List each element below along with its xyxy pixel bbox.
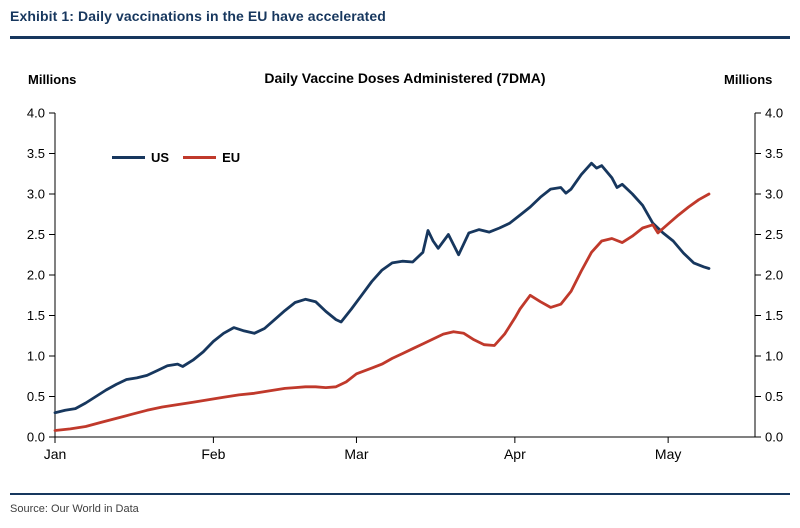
y-tick-label-left: 1.0 <box>27 349 45 364</box>
y-axis-unit-label-left: Millions <box>28 72 77 87</box>
y-tick-label-right: 3.0 <box>765 187 783 202</box>
source-note: Source: Our World in Data <box>10 503 139 515</box>
y-tick-label-right: 2.0 <box>765 268 783 283</box>
y-tick-label-right: 2.5 <box>765 227 783 242</box>
y-tick-label-left: 0.0 <box>27 430 45 445</box>
legend-label-us: US <box>151 150 170 165</box>
legend-line-eu <box>183 156 217 159</box>
y-tick-label-left: 1.5 <box>27 308 45 323</box>
y-tick-label-left: 3.0 <box>27 187 45 202</box>
y-axis-unit-label-right: Millions <box>724 72 773 87</box>
legend-item-us: US <box>112 150 169 165</box>
x-tick-label-jan: Jan <box>44 446 67 462</box>
y-tick-label-right: 4.0 <box>765 106 783 121</box>
y-tick-label-left: 4.0 <box>27 106 45 121</box>
legend-label-eu: EU <box>222 150 241 165</box>
x-tick-label-mar: Mar <box>344 446 368 462</box>
chart-title: Daily Vaccine Doses Administered (7DMA) <box>264 70 546 86</box>
bottom-divider <box>10 493 790 495</box>
y-tick-label-right: 1.0 <box>765 349 783 364</box>
y-tick-label-right: 3.5 <box>765 146 783 161</box>
legend: US EU <box>112 150 240 165</box>
y-tick-label-left: 3.5 <box>27 146 45 161</box>
y-tick-label-left: 2.0 <box>27 268 45 283</box>
series-line-us <box>53 161 711 415</box>
x-tick-label-apr: Apr <box>504 446 526 462</box>
series-line-eu <box>53 192 711 432</box>
legend-item-eu: EU <box>183 150 240 165</box>
y-tick-label-left: 0.5 <box>27 389 45 404</box>
y-tick-label-left: 2.5 <box>27 227 45 242</box>
legend-line-us <box>112 156 145 159</box>
y-tick-label-right: 1.5 <box>765 308 783 323</box>
exhibit-title: Exhibit 1: Daily vaccinations in the EU … <box>10 8 386 24</box>
y-tick-label-right: 0.0 <box>765 430 783 445</box>
x-tick-label-may: May <box>655 446 681 462</box>
y-tick-label-right: 0.5 <box>765 389 783 404</box>
top-divider <box>10 36 790 39</box>
x-tick-label-feb: Feb <box>201 446 225 462</box>
